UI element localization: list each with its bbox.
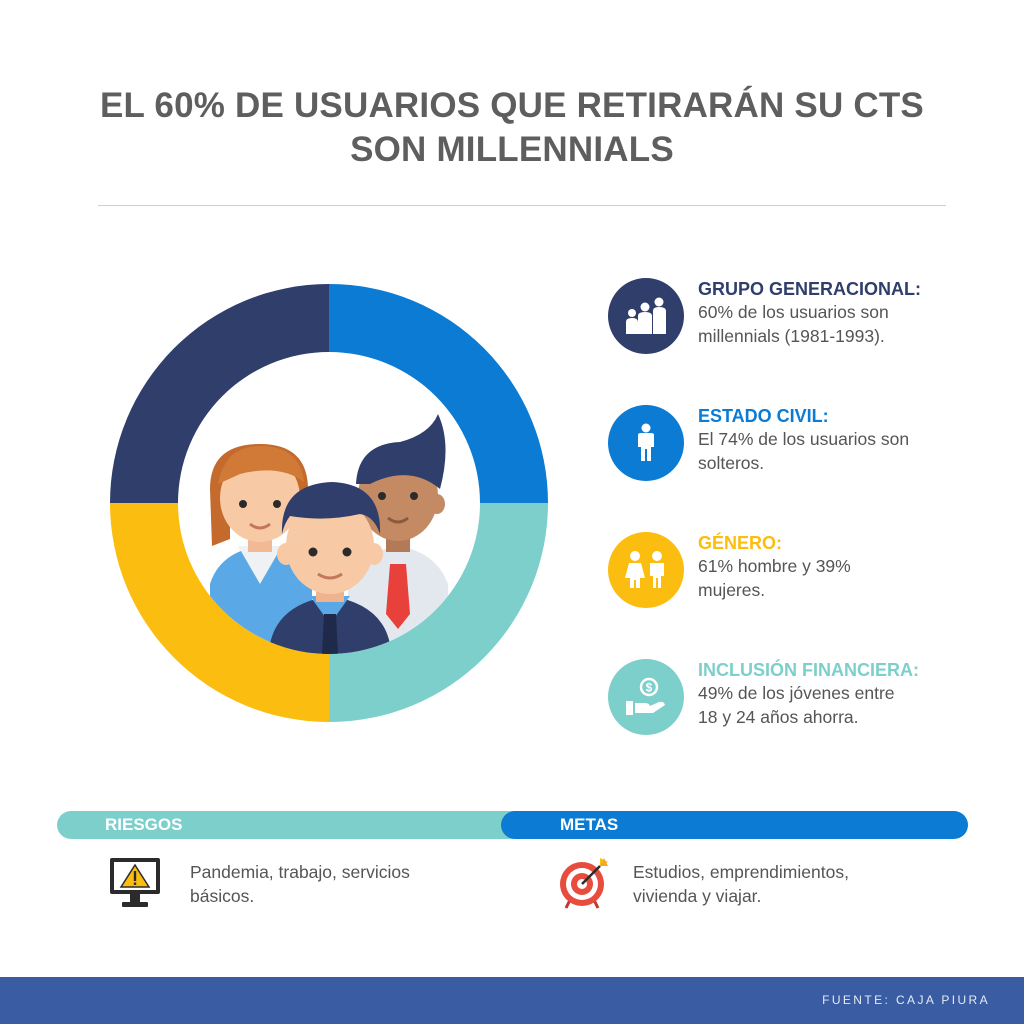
riesgos-line-2: básicos. — [190, 886, 255, 906]
riesgos-bar — [57, 811, 537, 839]
donut-segment-top-left — [110, 284, 329, 503]
riesgos-text: Pandemia, trabajo, servicios básicos. — [190, 860, 410, 908]
man-center-figure — [270, 482, 390, 654]
stat-line-2: millennials (1981-1993). — [698, 326, 885, 346]
stat-heading: GÉNERO: — [698, 533, 783, 553]
title-line-2: SON MILLENNIALS — [350, 130, 674, 169]
donut-ring — [110, 284, 548, 722]
gender-icon — [608, 532, 684, 608]
stat-line-2: 18 y 24 años ahorra. — [698, 707, 859, 727]
stat-heading: GRUPO GENERACIONAL: — [698, 279, 922, 299]
footer-bar: FUENTE: CAJA PIURA — [0, 977, 1024, 1024]
stat-line-2: solteros. — [698, 453, 765, 473]
donut-segment-bottom-right — [329, 503, 548, 722]
person-icon — [608, 405, 684, 481]
stat-heading: ESTADO CIVIL: — [698, 406, 829, 426]
money-hand-icon: $ — [608, 659, 684, 735]
metas-line-1: Estudios, emprendimientos, — [633, 862, 849, 882]
stat-gender: GÉNERO: 61% hombre y 39% mujeres. — [608, 532, 998, 612]
footer-source: FUENTE: CAJA PIURA — [822, 993, 990, 1007]
metas-label: METAS — [560, 815, 619, 834]
stat-line-1: 60% de los usuarios son — [698, 302, 889, 322]
stat-line-2: mujeres. — [698, 580, 766, 600]
stat-generational-group: GRUPO GENERACIONAL: 60% de los usuarios … — [608, 278, 998, 358]
title-line-1: EL 60% DE USUARIOS QUE RETIRARÁN SU CTS — [100, 86, 924, 125]
donut-segment-top-right — [329, 284, 548, 503]
riesgos-line-1: Pandemia, trabajo, servicios — [190, 862, 410, 882]
stat-line-1: El 74% de los usuarios son — [698, 429, 910, 449]
metas-text: Estudios, emprendimientos, vivienda y vi… — [633, 860, 849, 908]
metas-line-2: vivienda y viajar. — [633, 886, 762, 906]
donut-segment-bottom-left — [110, 503, 329, 722]
donut-illustration — [110, 284, 548, 722]
svg-text:$: $ — [646, 681, 653, 695]
stat-line-1: 61% hombre y 39% — [698, 556, 851, 576]
stat-financial-inclusion: $ INCLUSIÓN FINANCIERA: 49% de los jóven… — [608, 659, 998, 739]
riesgos-label: RIESGOS — [105, 815, 183, 834]
family-icon — [608, 278, 684, 354]
stat-heading: INCLUSIÓN FINANCIERA: — [698, 660, 919, 680]
title-divider — [98, 205, 946, 206]
page-title: EL 60% DE USUARIOS QUE RETIRARÁN SU CTS … — [0, 84, 1024, 172]
stat-line-1: 49% de los jóvenes entre — [698, 683, 895, 703]
target-icon — [560, 858, 608, 909]
stat-civil-status: ESTADO CIVIL: El 74% de los usuarios son… — [608, 405, 998, 485]
metas-bar — [501, 811, 968, 839]
warning-monitor-icon — [110, 858, 160, 907]
